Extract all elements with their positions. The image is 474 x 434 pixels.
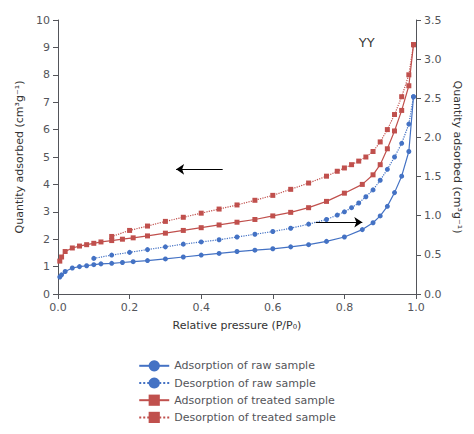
svg-text:1.0: 1.0: [407, 301, 425, 314]
svg-text:0.0: 0.0: [424, 288, 442, 301]
svg-text:1.0: 1.0: [424, 209, 442, 222]
svg-text:Quantity adsorbed (cm³g⁻¹): Quantity adsorbed (cm³g⁻¹): [451, 81, 464, 234]
svg-text:0.2: 0.2: [121, 301, 139, 314]
svg-text:0.8: 0.8: [336, 301, 354, 314]
svg-text:8: 8: [43, 68, 50, 81]
svg-text:0.5: 0.5: [424, 248, 442, 261]
svg-text:YY: YY: [358, 35, 375, 50]
svg-text:1: 1: [43, 260, 50, 273]
svg-text:5: 5: [43, 151, 50, 164]
svg-text:2.5: 2.5: [424, 92, 442, 105]
svg-text:Quantity adsorbed (cm³g⁻¹): Quantity adsorbed (cm³g⁻¹): [13, 81, 26, 234]
svg-text:6: 6: [43, 123, 50, 136]
svg-text:1.5: 1.5: [424, 170, 442, 183]
svg-text:3.5: 3.5: [424, 14, 442, 27]
svg-text:Adsorption of treated sample: Adsorption of treated sample: [174, 394, 335, 407]
svg-text:9: 9: [43, 41, 50, 54]
svg-text:0.0: 0.0: [49, 301, 67, 314]
svg-text:Relative pressure (P/P₀): Relative pressure (P/P₀): [173, 319, 302, 332]
svg-text:Adsorption of raw sample: Adsorption of raw sample: [174, 359, 315, 372]
svg-text:2.0: 2.0: [424, 131, 442, 144]
svg-text:Desorption of raw sample: Desorption of raw sample: [174, 377, 316, 390]
svg-text:4: 4: [43, 178, 50, 191]
svg-text:10: 10: [36, 14, 50, 27]
svg-text:3.0: 3.0: [424, 53, 442, 66]
svg-text:0: 0: [43, 288, 50, 301]
svg-text:Desorption of treated sample: Desorption of treated sample: [174, 411, 336, 424]
svg-text:2: 2: [43, 233, 50, 246]
svg-text:0.6: 0.6: [264, 301, 282, 314]
svg-text:7: 7: [43, 96, 50, 109]
svg-text:3: 3: [43, 205, 50, 218]
svg-text:0.4: 0.4: [192, 301, 210, 314]
